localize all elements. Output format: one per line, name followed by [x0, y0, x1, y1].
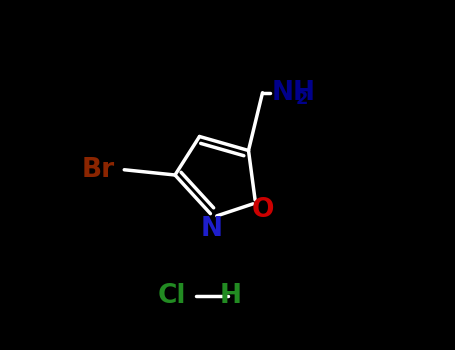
Text: 2: 2 — [296, 90, 308, 108]
Text: NH: NH — [271, 80, 315, 106]
Text: Cl: Cl — [157, 283, 186, 309]
Text: Br: Br — [81, 157, 115, 183]
Text: N: N — [201, 216, 223, 242]
Text: O: O — [251, 197, 274, 223]
Text: H: H — [220, 283, 242, 309]
